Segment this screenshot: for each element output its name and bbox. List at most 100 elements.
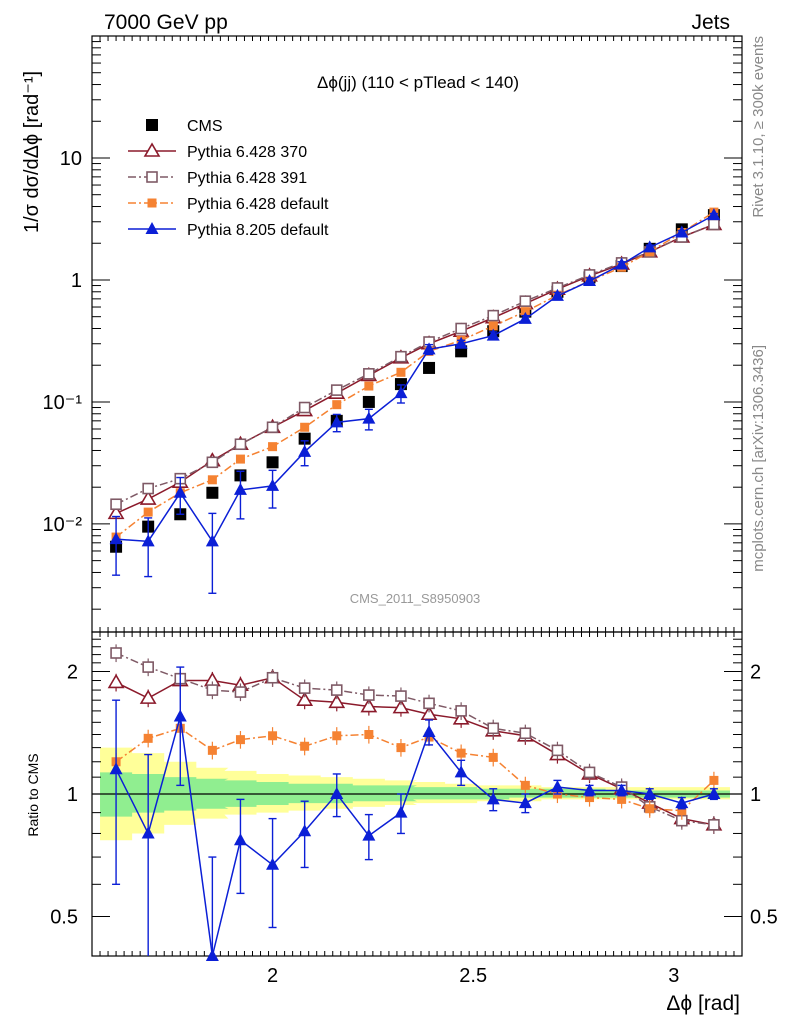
ratio-point-p6_370 [139, 689, 157, 704]
ratio-point-p6_370 [360, 697, 378, 713]
ratio-point-p8_default [330, 787, 344, 799]
ratio-point-p6_370 [392, 699, 410, 714]
ratio-point-p6_391 [395, 690, 407, 702]
main-y-axis-label: 1/σ dσ/dΔϕ [rad⁻¹] [21, 71, 43, 233]
ratio-point-p6_default [488, 752, 498, 762]
main-point-p8_default [518, 311, 532, 324]
ratio-point-p6_default [332, 731, 342, 741]
ratio-point-p6_default [585, 793, 595, 803]
x-tick-label: 3 [668, 965, 679, 987]
ratio-point-p6_391 [551, 744, 564, 757]
main-point-p6_391 [330, 384, 343, 396]
x-axis-label: Δϕ [rad] [666, 992, 740, 1015]
main-point-p6_391 [708, 218, 720, 231]
legend: CMS Pythia 6.428 370 Pythia 6.428 391 Pythi… [128, 118, 329, 239]
ratio-panel: 2 2.5 3 0.5 0.5 1 1 2 2 [50, 631, 778, 987]
main-point-cms [298, 432, 311, 445]
ratio-point-p6_391 [487, 722, 500, 735]
main-line-p8_default [116, 214, 715, 543]
ratio-y-tick-label: 2 [67, 661, 78, 683]
main-point-p6_default [300, 422, 310, 432]
ratio-point-p6_391 [330, 684, 343, 696]
main-point-p6_391 [455, 322, 467, 335]
rivet-label: Rivet 3.1.10, ≥ 300k events [750, 36, 767, 218]
legend-marker-p6_default [147, 198, 157, 208]
energy-label: 7000 GeV pp [104, 11, 228, 34]
ratio-point-p8_default [643, 787, 657, 799]
ratio-y-tick-label-right: 1 [750, 784, 761, 806]
ratio-y-tick-label: 1 [67, 784, 78, 806]
main-point-p6_391 [395, 350, 407, 363]
ratio-point-p6_391 [519, 727, 532, 740]
ratio-point-p6_391 [234, 686, 247, 698]
ratio-point-p6_370 [420, 705, 438, 721]
ratio-line-p6_default [115, 727, 715, 812]
main-point-p8_default [298, 444, 312, 457]
main-point-p8_default [583, 274, 597, 287]
ratio-point-p8_default [233, 833, 247, 846]
ratio-point-p8_default [675, 796, 689, 809]
ratio-point-p6_391 [110, 647, 122, 659]
main-point-p6_default [488, 321, 498, 331]
ratio-point-p6_default [645, 804, 655, 814]
legend-marker-cms [146, 119, 158, 131]
main-point-cms [423, 361, 436, 374]
main-point-p8_default [233, 482, 247, 495]
ratio-point-p6_default [207, 745, 217, 755]
main-point-p6_391 [298, 401, 311, 414]
main-point-p8_default [109, 532, 123, 545]
main-point-cms [266, 456, 279, 469]
main-point-p8_default [707, 208, 721, 221]
legend-label-p6_391: Pythia 6.428 391 [187, 170, 307, 187]
main-point-p6_default [207, 475, 217, 485]
main-point-p6_391 [519, 295, 532, 307]
legend-label-p6_370: Pythia 6.428 370 [187, 144, 307, 161]
main-y-tick-label: 10⁻¹ [43, 392, 83, 414]
ratio-point-p6_370 [328, 693, 346, 709]
ratio-point-p8_default [550, 780, 564, 793]
main-point-p6_391 [142, 482, 154, 495]
ratio-point-p8_default [173, 709, 187, 722]
main-point-p6_default [268, 442, 278, 452]
ratio-point-p6_391 [423, 697, 435, 710]
ratio-point-p6_391 [583, 766, 596, 779]
ratio-point-p8_default [454, 765, 468, 778]
analysis-label: CMS_2011_S8950903 [350, 591, 481, 606]
ratio-point-p6_default [396, 743, 406, 753]
main-point-p8_default [550, 288, 564, 301]
ratio-point-p6_default [520, 780, 530, 790]
main-point-p8_default [486, 328, 500, 341]
main-point-p8_default [362, 411, 376, 424]
ratio-point-p6_default [456, 748, 466, 758]
main-point-p6_370 [139, 490, 157, 505]
ratio-point-p6_391 [708, 819, 720, 831]
ratio-point-p8_default [615, 783, 629, 796]
main-point-cms [206, 486, 219, 499]
legend-label-p8_default: Pythia 8.205 default [187, 222, 329, 239]
ratio-point-p8_default [205, 949, 219, 961]
legend-marker-p8_default [145, 222, 159, 234]
main-y-tick-label: 10 [60, 148, 82, 170]
main-point-p6_default [235, 454, 245, 464]
main-y-tick-label: 10⁻² [43, 514, 83, 536]
ratio-point-p6_370 [107, 673, 125, 689]
ratio-point-p6_default [268, 731, 278, 741]
ratio-point-p6_default [677, 806, 687, 816]
ratio-point-p8_default [583, 783, 597, 796]
legend-label-p6_default: Pythia 6.428 default [187, 196, 329, 213]
mcplots-label: mcplots.cern.ch [arXiv:1306.3436] [750, 345, 767, 572]
main-point-p6_391 [206, 456, 219, 469]
ratio-point-p8_default [707, 787, 721, 799]
ratio-line-p8_default [115, 716, 715, 957]
plot-title: Δϕ(jj) (110 < pTlead < 140) [317, 73, 519, 92]
ratio-y-tick-label-right: 2 [750, 661, 761, 683]
main-y-axis-label-text: 1/σ dσ/dΔϕ [rad⁻¹] [21, 71, 43, 233]
ratio-y-axis-label: Ratio to CMS [25, 753, 41, 836]
ratio-point-p8_default [518, 796, 532, 809]
ratio-point-p6_391 [455, 705, 467, 717]
main-point-p8_default [330, 415, 344, 428]
main-point-p8_default [173, 485, 187, 498]
main-point-p8_default [266, 478, 280, 491]
main-point-p6_391 [110, 498, 122, 511]
